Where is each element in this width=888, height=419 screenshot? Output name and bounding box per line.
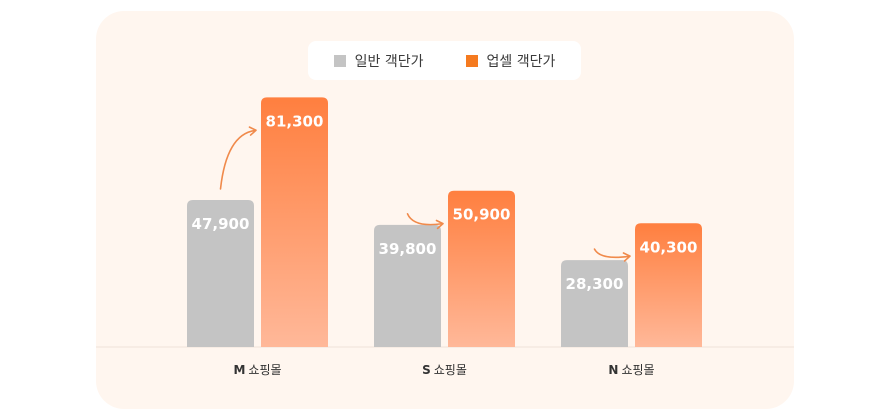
legend-swatch-base <box>333 54 346 67</box>
category-label-suffix: 쇼핑몰 <box>621 363 654 377</box>
bar-base-m <box>187 199 254 347</box>
upsell-arrow <box>593 248 631 262</box>
bar-base-value-label: 39,800 <box>379 240 437 258</box>
bar-upsell-s <box>448 190 515 347</box>
category-label-m: M 쇼핑몰 <box>233 363 281 377</box>
legend-label-upsell: 업셀 객단가 <box>486 53 556 70</box>
legend-swatch-upsell <box>465 54 478 67</box>
bar-upsell-n <box>635 223 702 347</box>
bar-upsell-value-label: 40,300 <box>640 238 698 256</box>
category-label-prefix: N <box>608 363 618 377</box>
legend-item-base: 일반 객단가 <box>333 51 424 71</box>
legend-item-upsell: 업셀 객단가 <box>465 51 556 71</box>
bar-base-value-label: 28,300 <box>566 275 624 293</box>
upsell-arrow <box>406 213 444 230</box>
bar-base-s <box>374 224 441 347</box>
bar-base-value-label: 47,900 <box>192 215 250 233</box>
category-label-n: N 쇼핑몰 <box>608 363 654 377</box>
legend: 일반 객단가 업셀 객단가 <box>308 41 581 80</box>
category-label-s: S 쇼핑몰 <box>422 363 467 377</box>
bar-base-n <box>561 260 628 347</box>
category-label-suffix: 쇼핑몰 <box>434 363 467 377</box>
category-label-suffix: 쇼핑몰 <box>248 363 281 377</box>
category-label-prefix: M <box>233 363 245 377</box>
bar-upsell-value-label: 50,900 <box>453 206 511 224</box>
category-label-prefix: S <box>422 363 431 377</box>
bar-upsell-value-label: 81,300 <box>266 112 324 130</box>
upsell-arrow <box>219 126 257 190</box>
bar-upsell-m <box>261 97 328 347</box>
legend-label-base: 일반 객단가 <box>354 53 424 70</box>
